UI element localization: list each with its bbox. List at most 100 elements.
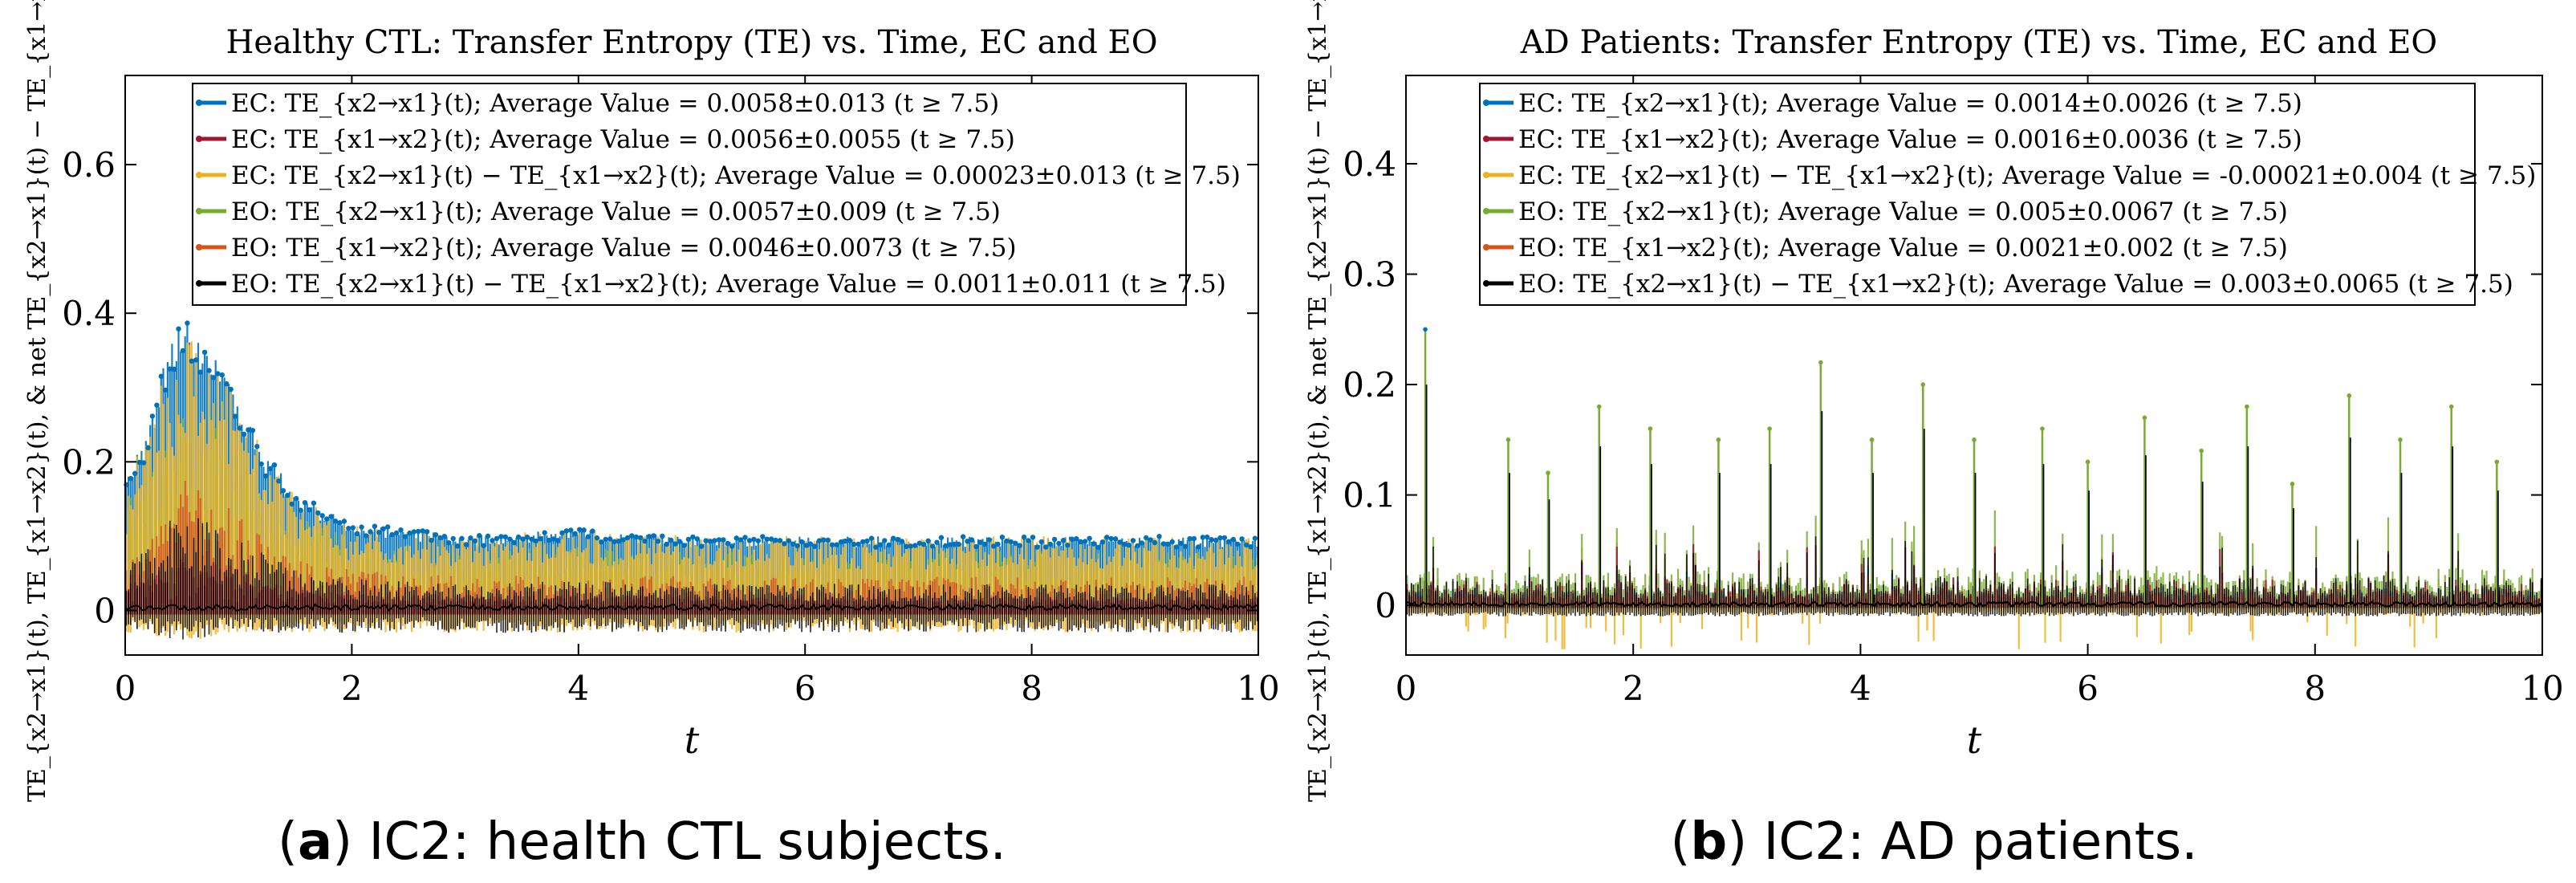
data-point <box>368 529 373 535</box>
panel-a-ylabel: TE_{x2→x1}(t), TE_{x1→x2}(t), & net TE_{… <box>23 0 51 802</box>
data-point <box>307 507 312 513</box>
peak-marker <box>1505 437 1511 442</box>
data-point <box>585 534 591 539</box>
data-point <box>332 519 339 524</box>
peak-marker <box>2142 415 2147 421</box>
data-point <box>838 539 844 545</box>
data-point <box>912 543 918 548</box>
peak-marker <box>2245 404 2249 409</box>
data-point <box>965 539 970 544</box>
data-point <box>1056 540 1062 547</box>
legend-marker <box>196 208 202 214</box>
data-point <box>1121 541 1128 547</box>
data-point <box>825 537 831 543</box>
data-point <box>882 538 888 543</box>
data-point <box>1135 543 1140 549</box>
caption-b-text: IC2: AD patients. <box>1747 812 2197 872</box>
data-point <box>1065 543 1071 548</box>
data-point <box>176 326 181 332</box>
data-point <box>372 523 378 529</box>
data-point <box>768 536 774 542</box>
data-point <box>707 539 713 544</box>
data-point <box>563 528 570 534</box>
data-point <box>1239 536 1245 542</box>
data-point <box>246 427 251 433</box>
xtick-label: 0 <box>1396 669 1417 708</box>
peak-marker <box>2040 426 2045 431</box>
data-point <box>555 538 561 543</box>
data-point <box>201 349 208 355</box>
data-point <box>1252 535 1258 541</box>
data-point <box>638 535 644 541</box>
data-point <box>973 543 979 550</box>
data-point <box>1209 537 1214 543</box>
data-point <box>782 541 787 547</box>
data-point <box>803 543 809 548</box>
data-point <box>807 541 814 547</box>
legend-entry: EO: TE_{x2→x1}(t) − TE_{x1→x2}(t); Avera… <box>231 270 1226 299</box>
panel-a-ticks: 0 2 4 6 8 10 0 0.2 0.4 0.6 <box>62 75 1280 708</box>
legend-marker <box>196 244 202 250</box>
panel-b-xlabel: t <box>1967 718 1982 762</box>
panel-a-legend-box <box>192 83 1187 306</box>
data-point <box>1112 536 1119 542</box>
data-point <box>855 541 861 547</box>
panel-b-title: AD Patients: Transfer Entropy (TE) vs. T… <box>1520 24 2437 61</box>
data-point <box>737 537 744 543</box>
data-point <box>132 470 138 476</box>
data-point <box>267 466 273 471</box>
data-point <box>816 538 823 543</box>
panel-b: AD Patients: Transfer Entropy (TE) vs. T… <box>1304 0 2564 802</box>
data-point <box>1160 541 1167 547</box>
data-point <box>655 539 661 544</box>
peak-marker <box>1648 426 1653 431</box>
data-point <box>1191 535 1197 542</box>
legend-entry: EO: TE_{x1→x2}(t); Average Value = 0.002… <box>1518 234 2288 262</box>
data-point <box>990 543 997 549</box>
data-point <box>877 542 884 547</box>
data-point <box>472 538 477 543</box>
data-point <box>416 528 421 535</box>
xtick-label: 8 <box>2304 669 2326 708</box>
data-point <box>834 542 839 547</box>
data-point <box>703 538 709 543</box>
data-point <box>145 445 151 450</box>
data-point <box>677 539 683 544</box>
legend-marker <box>1483 208 1489 214</box>
data-point <box>1148 537 1153 543</box>
data-point <box>393 530 400 536</box>
panel-a-axes-box <box>124 75 1259 656</box>
peak-marker <box>1716 437 1721 442</box>
data-point <box>956 541 961 547</box>
data-point <box>1213 537 1219 543</box>
data-point <box>995 541 1001 547</box>
ytick-label: 0 <box>94 591 116 630</box>
data-point <box>1038 539 1045 545</box>
panel-b-ticks: 0 2 4 6 8 10 0 0.1 0.2 0.3 0.4 <box>1343 75 2564 708</box>
data-point <box>459 535 465 541</box>
peak-marker <box>1596 404 1602 409</box>
data-point <box>433 532 439 538</box>
data-point <box>633 534 639 540</box>
data-point <box>611 539 617 544</box>
data-point <box>337 520 343 526</box>
xtick-label: 4 <box>1850 669 1871 708</box>
data-point <box>798 539 805 545</box>
data-point <box>786 538 791 543</box>
data-point <box>651 533 656 539</box>
data-point <box>847 538 853 543</box>
peak-marker <box>1869 437 1875 442</box>
legend-entry: EC: TE_{x2→x1}(t) − TE_{x1→x2}(t); Avera… <box>1518 161 2536 190</box>
data-point <box>446 540 452 546</box>
data-point <box>389 531 395 538</box>
data-point <box>271 462 278 468</box>
data-point <box>328 514 334 519</box>
data-point <box>355 531 360 536</box>
data-point <box>1174 544 1180 550</box>
data-point <box>463 542 469 547</box>
data-point <box>494 535 500 542</box>
data-point <box>450 535 456 542</box>
ytick-label: 0.4 <box>1343 144 1396 184</box>
data-point <box>407 530 412 536</box>
